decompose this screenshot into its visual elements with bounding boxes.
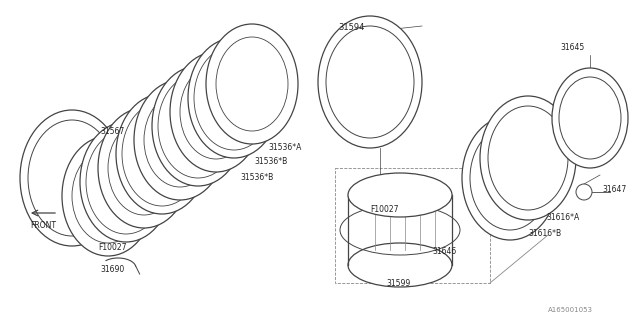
- Text: 31645: 31645: [560, 44, 584, 52]
- Ellipse shape: [20, 110, 124, 246]
- Bar: [335, 168, 490, 283]
- Ellipse shape: [116, 94, 208, 214]
- Ellipse shape: [188, 38, 280, 158]
- Ellipse shape: [318, 16, 422, 148]
- Text: 31567: 31567: [100, 127, 124, 137]
- Text: 31616*B: 31616*B: [528, 229, 561, 238]
- Ellipse shape: [576, 184, 592, 200]
- Text: FRONT: FRONT: [30, 220, 56, 229]
- Ellipse shape: [559, 77, 621, 159]
- Text: 31532: 31532: [236, 87, 260, 97]
- Ellipse shape: [144, 93, 216, 187]
- Ellipse shape: [470, 126, 550, 230]
- Ellipse shape: [552, 68, 628, 168]
- Ellipse shape: [170, 52, 262, 172]
- Text: 31690: 31690: [100, 266, 124, 275]
- Ellipse shape: [134, 80, 226, 200]
- Ellipse shape: [72, 149, 144, 243]
- Text: 31599: 31599: [386, 278, 410, 287]
- Ellipse shape: [462, 116, 558, 240]
- Text: 31536*B: 31536*B: [254, 157, 287, 166]
- Ellipse shape: [488, 106, 568, 210]
- Text: 31616*A: 31616*A: [546, 213, 579, 222]
- Ellipse shape: [62, 136, 154, 256]
- Ellipse shape: [348, 243, 452, 287]
- Ellipse shape: [80, 122, 172, 242]
- Text: 31532: 31532: [248, 76, 272, 84]
- Ellipse shape: [180, 65, 252, 159]
- Text: 31594: 31594: [338, 22, 364, 31]
- Text: 31646: 31646: [432, 247, 456, 257]
- Text: 31532: 31532: [224, 100, 248, 108]
- Ellipse shape: [326, 26, 414, 138]
- Ellipse shape: [98, 108, 190, 228]
- Ellipse shape: [158, 74, 238, 178]
- Ellipse shape: [108, 121, 180, 215]
- Text: 31532: 31532: [212, 111, 236, 121]
- Ellipse shape: [480, 96, 576, 220]
- Text: F10027: F10027: [98, 244, 127, 252]
- Text: 31647: 31647: [602, 186, 627, 195]
- Text: 31536*B: 31536*B: [240, 172, 273, 181]
- Text: A165001053: A165001053: [548, 307, 593, 313]
- Ellipse shape: [122, 102, 202, 206]
- Ellipse shape: [348, 173, 452, 217]
- Text: F10027: F10027: [370, 205, 399, 214]
- Ellipse shape: [86, 130, 166, 234]
- Ellipse shape: [152, 66, 244, 186]
- Ellipse shape: [28, 120, 116, 236]
- Ellipse shape: [194, 46, 274, 150]
- Ellipse shape: [216, 37, 288, 131]
- Ellipse shape: [206, 24, 298, 144]
- Text: 31536*A: 31536*A: [268, 143, 301, 153]
